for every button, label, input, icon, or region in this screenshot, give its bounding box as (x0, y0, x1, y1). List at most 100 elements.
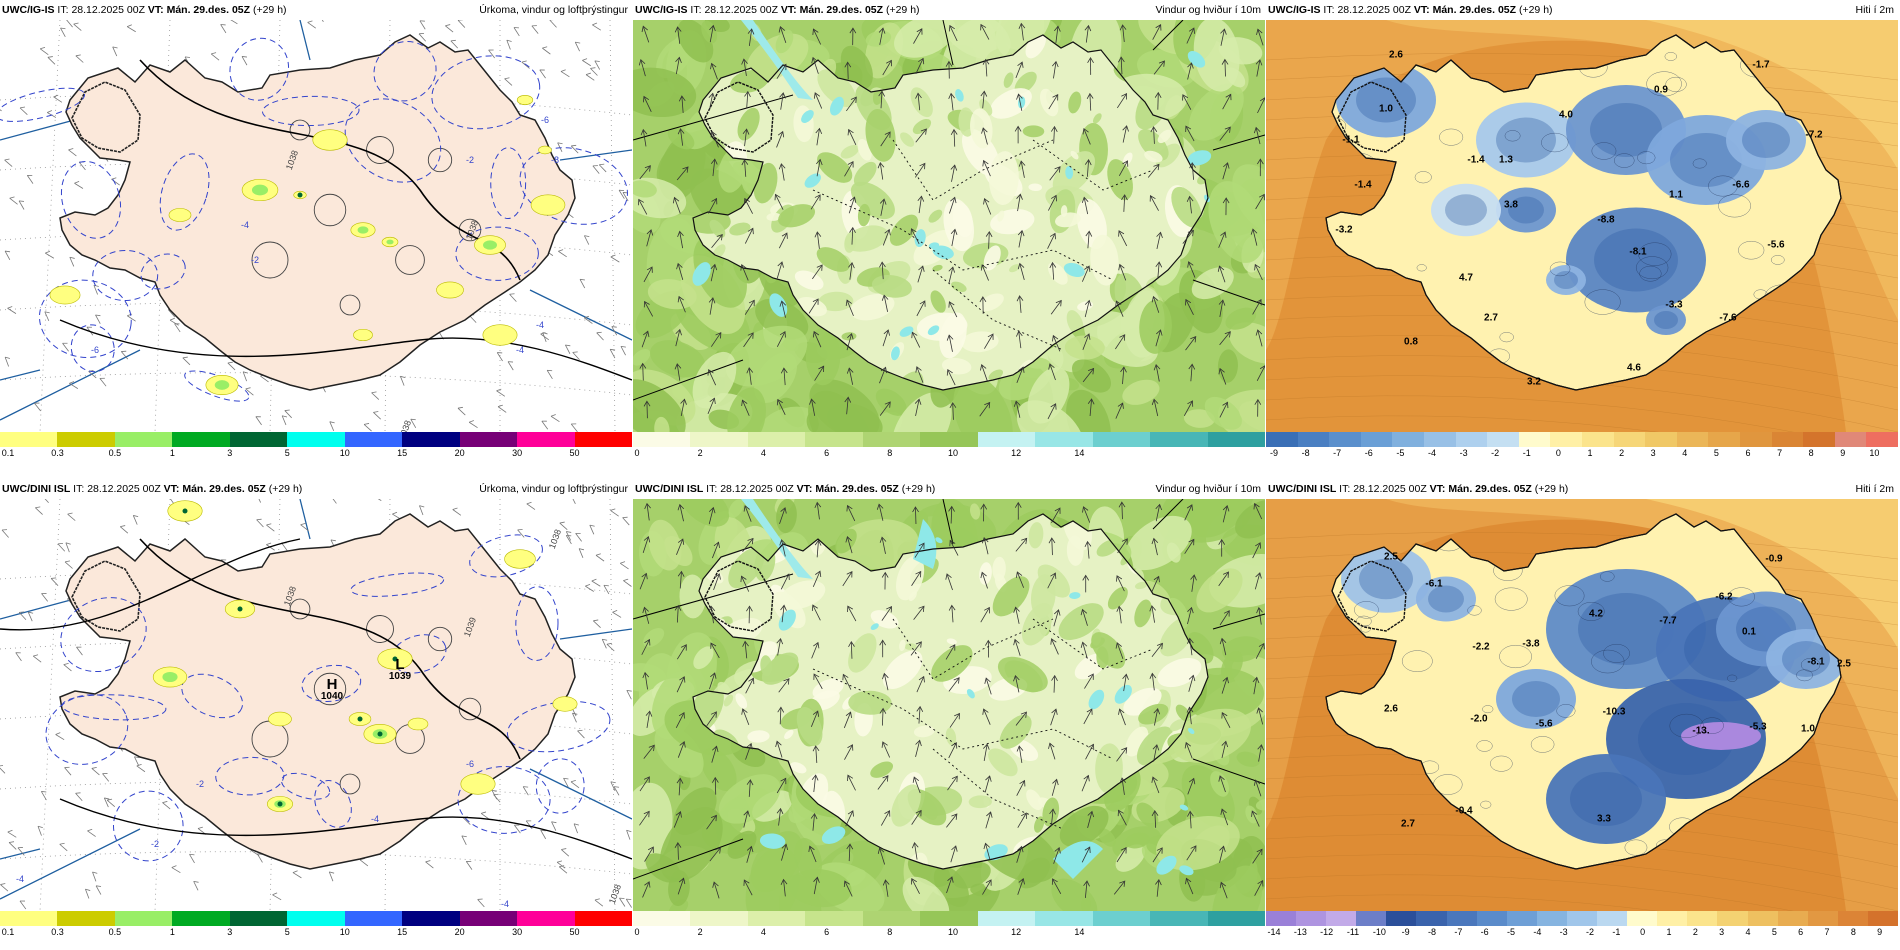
colorbar-tick-label: -3 (1559, 927, 1568, 937)
colorbar-tick-label: -10 (1372, 927, 1386, 937)
colorbar (0, 911, 632, 926)
colorbar-swatch (805, 432, 863, 447)
temperature-value: -3.3 (1665, 299, 1683, 311)
colorbar-tick-label: 10 (947, 448, 959, 458)
colorbar-tick-label: 0.5 (108, 927, 122, 937)
panel-header: UWC/IG-IS IT: 28.12.2025 00Z VT: Mán. 29… (1266, 0, 1898, 20)
temperature-value: 0.8 (1404, 336, 1418, 348)
model-name: UWC/DINI ISL (2, 483, 71, 495)
colorbar-tick-label: 10 (339, 927, 350, 937)
colorbar-tick-label: 7 (1824, 927, 1830, 937)
colorbar-swatch (229, 911, 288, 926)
temperature-value: -1.4 (1467, 154, 1485, 166)
colorbar-tick-label: 2 (1692, 927, 1698, 937)
panel-title: Vindur og hviður í 10m (1155, 483, 1261, 495)
colorbar-swatch (1550, 432, 1582, 447)
colorbar-tick-label: 2 (1619, 448, 1625, 458)
colorbar-tick-label: -6 (1480, 927, 1489, 937)
valid-time: Mán. 29.des. 05Z (799, 4, 884, 16)
colorbar-tick-label: -8 (1301, 448, 1310, 458)
temperature-value: 1.0 (1379, 103, 1393, 115)
colorbar-tick-label: -2 (1491, 448, 1500, 458)
high-value: 1040 (320, 691, 344, 702)
colorbar-tick-label: -4 (1427, 448, 1437, 458)
colorbar-tick-label: 1 (1666, 927, 1672, 937)
colorbar-tick-label: 14 (1074, 448, 1085, 458)
colorbar-tick-label: 2 (697, 448, 703, 458)
colorbar-swatch (1627, 911, 1658, 926)
colorbar-swatch (747, 432, 806, 447)
colorbar-swatch (1150, 911, 1208, 926)
colorbar-swatch (1597, 911, 1628, 926)
colorbar-swatch (690, 432, 748, 447)
colorbar-swatch (1867, 911, 1898, 926)
map-svg (1266, 20, 1898, 432)
map-area (633, 20, 1265, 432)
colorbar-swatch (114, 432, 173, 447)
lead-time: (+29 h) (252, 4, 287, 16)
colorbar-swatch (1092, 911, 1151, 926)
panel-dini-temperature: UWC/DINI ISL IT: 28.12.2025 00Z VT: Mán.… (1266, 479, 1898, 949)
colorbar-tick-label: -1 (1612, 927, 1621, 937)
map-svg (0, 20, 632, 432)
colorbar-tick-label: 0.5 (108, 448, 122, 458)
contour-label: -2 (465, 155, 475, 165)
colorbar-tick-label: 30 (512, 448, 523, 458)
colorbar-tick-label: -2 (1585, 927, 1595, 937)
high-pressure-center: H 1040 (320, 677, 344, 703)
colorbar-tick-label: -9 (1401, 927, 1410, 937)
colorbar-swatch (1747, 911, 1778, 926)
valid-time: Mán. 29.des. 05Z (1448, 483, 1532, 495)
colorbar-tick-label: 20 (454, 448, 465, 458)
colorbar-tick-label: 2 (697, 927, 703, 937)
colorbar-swatch (1717, 911, 1748, 926)
colorbar-tick-label: 0 (634, 927, 640, 937)
lead-time: (+29 h) (885, 4, 920, 16)
colorbar-swatch (1356, 911, 1387, 926)
temperature-value: -13. (1692, 725, 1710, 737)
panel-title: Úrkoma, vindur og loftþrýstingur (479, 4, 628, 16)
panel-title: Hiti í 2m (1855, 483, 1894, 495)
colorbar-swatch (633, 432, 691, 447)
init-time-label: IT: (57, 4, 69, 16)
valid-time: Mán. 29.des. 05Z (1432, 4, 1517, 16)
colorbar-tick-label: 5 (284, 448, 290, 458)
colorbar-tick-label: 8 (887, 927, 893, 937)
temperature-value: -7.7 (1659, 615, 1677, 627)
colorbar-swatch (1676, 432, 1709, 447)
colorbar-swatch (1297, 432, 1330, 447)
colorbar-swatch (0, 432, 58, 447)
colorbar-swatch (1416, 911, 1447, 926)
contour-label: -4 (515, 345, 525, 355)
colorbar-swatch (1423, 432, 1456, 447)
contour-label: -4 (370, 814, 380, 824)
map-area: 2.6 1.0 -1.1 -1.4 -3.2 1.3 3.8 -1.4 4.0 0.9 -1.7 -7… (1266, 20, 1898, 432)
colorbar-tick-label: -9 (1269, 448, 1279, 458)
colorbar-ticks: -14 -13 -12 -11 -10 -9 -8 -7 -6 -5 -4 -3 -2 -1 0 1 2 3 4 5 6… (1266, 926, 1898, 940)
colorbar-tick-label: 7 (1777, 448, 1783, 458)
map-area: 1038 1038 1038 1039 -4 -6 -2 -4 -2 -4 H 1040 L 1039 (0, 499, 632, 911)
colorbar-tick-label: 10 (1869, 448, 1880, 458)
map-svg (0, 499, 632, 911)
colorbar-ticks: 0.1 0.3 0.5 1 3 5 10 15 20 30 50 (0, 926, 632, 940)
valid-time: Mán. 29.des. 05Z (182, 483, 266, 495)
contour-label: -6 (465, 759, 475, 769)
colorbar-swatch (1613, 432, 1646, 447)
panel-header: UWC/DINI ISL IT: 28.12.2025 00Z VT: Mán.… (0, 479, 632, 499)
colorbar-tick-label: 3 (1650, 448, 1656, 458)
temperature-value: 4.0 (1559, 109, 1573, 121)
map-area (633, 499, 1265, 911)
colorbar-tick-label: -7 (1454, 927, 1463, 937)
colorbar-tick-label: -5 (1506, 927, 1516, 937)
lead-time: (+29 h) (268, 483, 303, 495)
low-letter: L (395, 656, 405, 673)
colorbar-tick-label: -7 (1333, 448, 1342, 458)
temperature-value: 2.7 (1401, 818, 1415, 830)
colorbar-tick-label: 50 (569, 927, 580, 937)
temperature-value: -6.2 (1715, 591, 1733, 603)
valid-time-label: VT: (1413, 4, 1430, 16)
colorbar-swatch (1392, 432, 1424, 447)
model-name: UWC/DINI ISL (1268, 483, 1337, 495)
run-info: UWC/IG-IS IT: 28.12.2025 00Z VT: Mán. 29… (1268, 0, 1553, 20)
colorbar-swatch (1296, 911, 1327, 926)
